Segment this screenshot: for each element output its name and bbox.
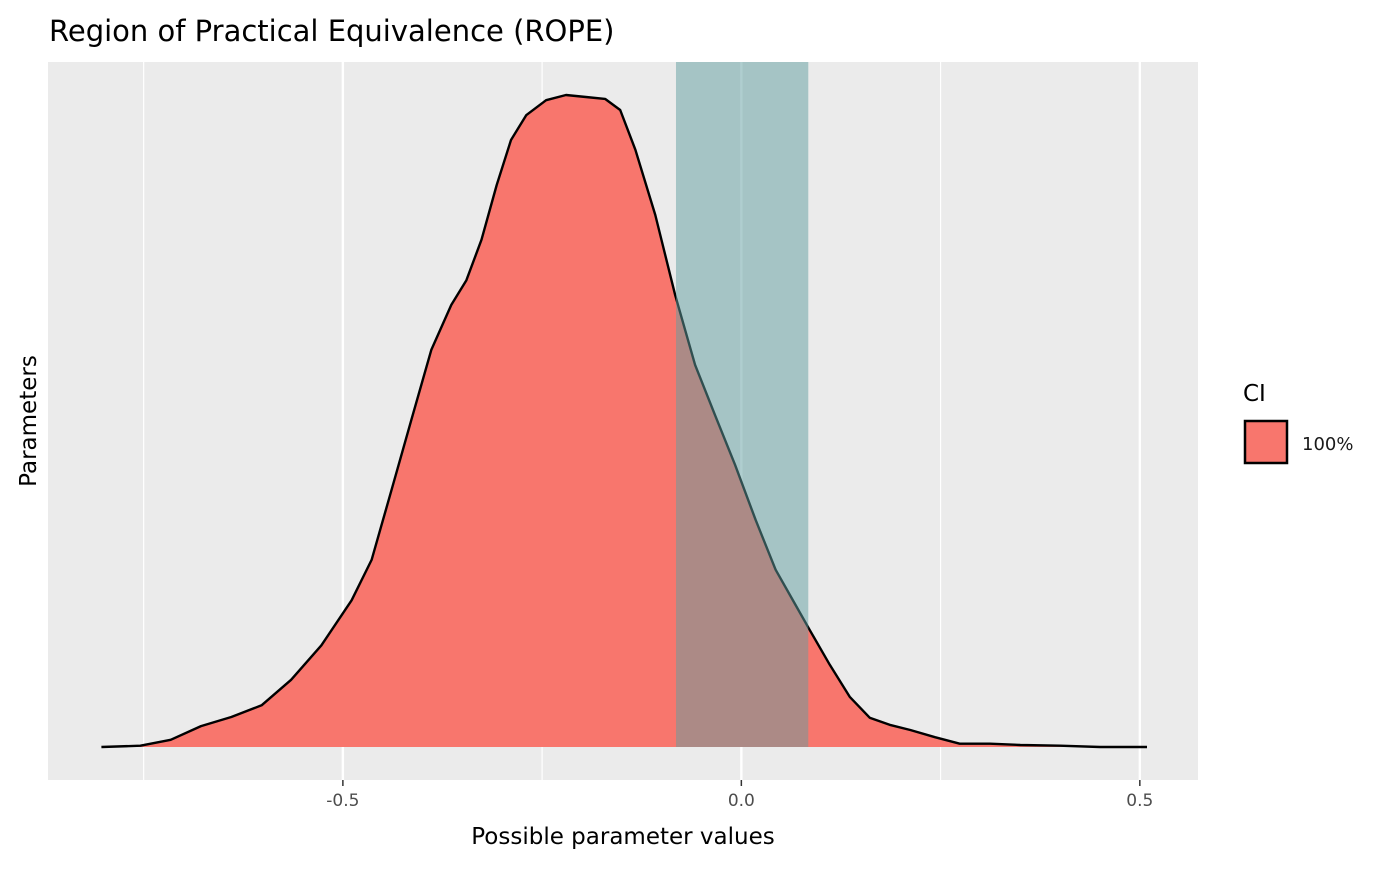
y-axis-label: Parameters bbox=[16, 355, 42, 487]
x-tick-label: -0.5 bbox=[326, 791, 359, 811]
density-layer bbox=[101, 93, 1147, 749]
x-axis: -0.5 0.0 0.5 bbox=[326, 780, 1153, 811]
legend-key-100 bbox=[1243, 419, 1289, 465]
rope-layer bbox=[675, 62, 809, 747]
legend: CI 100% bbox=[1243, 381, 1353, 465]
rope-band bbox=[675, 62, 809, 747]
legend-title: CI bbox=[1243, 381, 1266, 407]
legend-label-100: 100% bbox=[1302, 434, 1353, 455]
chart-title: Region of Practical Equivalence (ROPE) bbox=[49, 14, 615, 48]
x-tick-label: 0.0 bbox=[728, 791, 755, 811]
x-tick-label: 0.5 bbox=[1126, 791, 1153, 811]
density-line bbox=[101, 93, 1147, 749]
density-area bbox=[101, 95, 1147, 747]
x-axis-label: Possible parameter values bbox=[471, 824, 774, 850]
